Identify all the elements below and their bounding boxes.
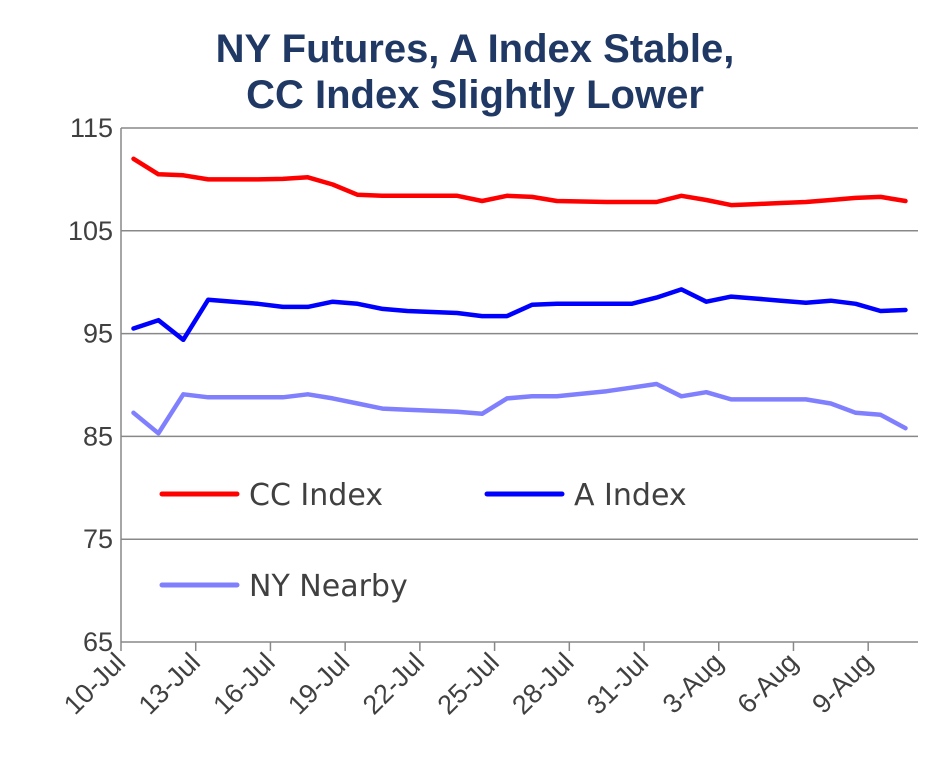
x-tick-label: 13-Jul [133,647,206,720]
axes [120,128,918,643]
series-line-cc-index [131,156,908,208]
series-line-a-index [131,287,908,343]
legend-label-cc-index: CC Index [249,478,383,513]
x-tick-label: 9-Aug [806,647,878,719]
x-tick-label: 3-Aug [657,647,729,719]
x-tick-label: 10-Jul [58,647,131,720]
chart-title: NY Futures, A Index Stable, CC Index Sli… [0,26,950,118]
legend-label-ny-nearby: NY Nearby [249,569,408,604]
x-tick-label: 31-Jul [581,647,654,720]
y-tick-label: 75 [83,524,113,554]
y-tick-label: 65 [83,627,113,657]
y-tick-label: 105 [68,216,113,246]
gridlines [121,127,918,540]
series-lines [131,156,908,436]
chart-title-line-2: CC Index Slightly Lower [246,73,704,117]
legend: CC Index A Index NY Nearby [159,478,687,604]
x-tick-label: 16-Jul [207,647,280,720]
x-tick-label: 6-Aug [732,647,804,719]
y-tick-label: 115 [70,113,113,143]
y-tick-label: 95 [83,319,113,349]
series-line-ny-nearby [131,381,908,436]
x-tick-label: 25-Jul [432,647,505,720]
y-axis-ticks: 65 75 85 95 105 115 [68,113,113,657]
x-axis-ticks: 10-Jul 13-Jul 16-Jul 19-Jul 22-Jul 25-Jul 28-J… [58,642,878,720]
chart-title-line-1: NY Futures, A Index Stable, [215,27,735,71]
legend-label-a-index: A Index [574,478,687,513]
y-tick-label: 85 [83,421,113,451]
x-tick-label: 19-Jul [282,647,355,720]
x-tick-label: 28-Jul [506,647,579,720]
x-tick-label: 22-Jul [357,647,430,720]
